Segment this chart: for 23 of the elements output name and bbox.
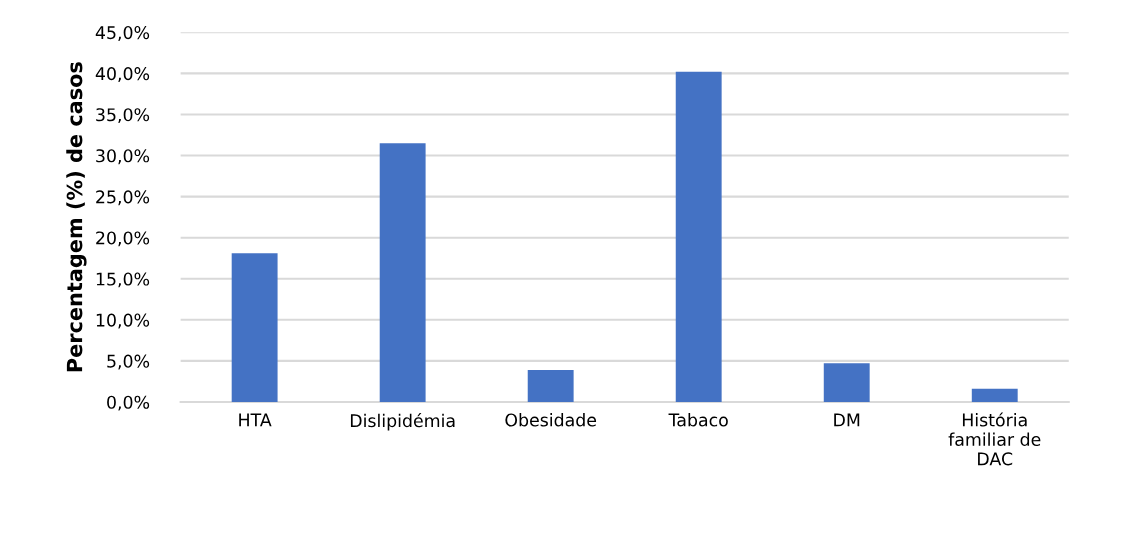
bar (823, 363, 870, 402)
x-tick-label: DM (834, 413, 860, 427)
x-tick-label: Tabaco (668, 413, 728, 427)
y-axis-title: Percentagem (%) de casos (66, 62, 87, 372)
y-tick-label: 40,0% (95, 67, 150, 82)
y-tick-label: 30,0% (96, 149, 150, 165)
x-tick-label: História familiar de DAC (948, 412, 1041, 466)
y-tick-label: 15,0% (96, 272, 150, 288)
y-tick-label: 35,0% (96, 108, 150, 124)
bar (379, 143, 426, 402)
y-tick-label: 25,0% (96, 190, 150, 206)
x-tick-label: HTA (239, 413, 272, 427)
y-tick-label: 5,0% (107, 354, 150, 370)
bar (231, 253, 278, 402)
bar (971, 388, 1018, 402)
y-tick-label: 10,0% (96, 313, 150, 329)
bar (675, 71, 722, 402)
x-tick-label: Dislipidémia (350, 413, 455, 431)
bar (527, 369, 574, 402)
y-tick-label: 45,0% (95, 26, 150, 41)
x-tick-label: Obesidade (505, 413, 597, 427)
y-tick-label: 0,0% (107, 395, 150, 411)
y-tick-label: 20,0% (96, 231, 150, 247)
